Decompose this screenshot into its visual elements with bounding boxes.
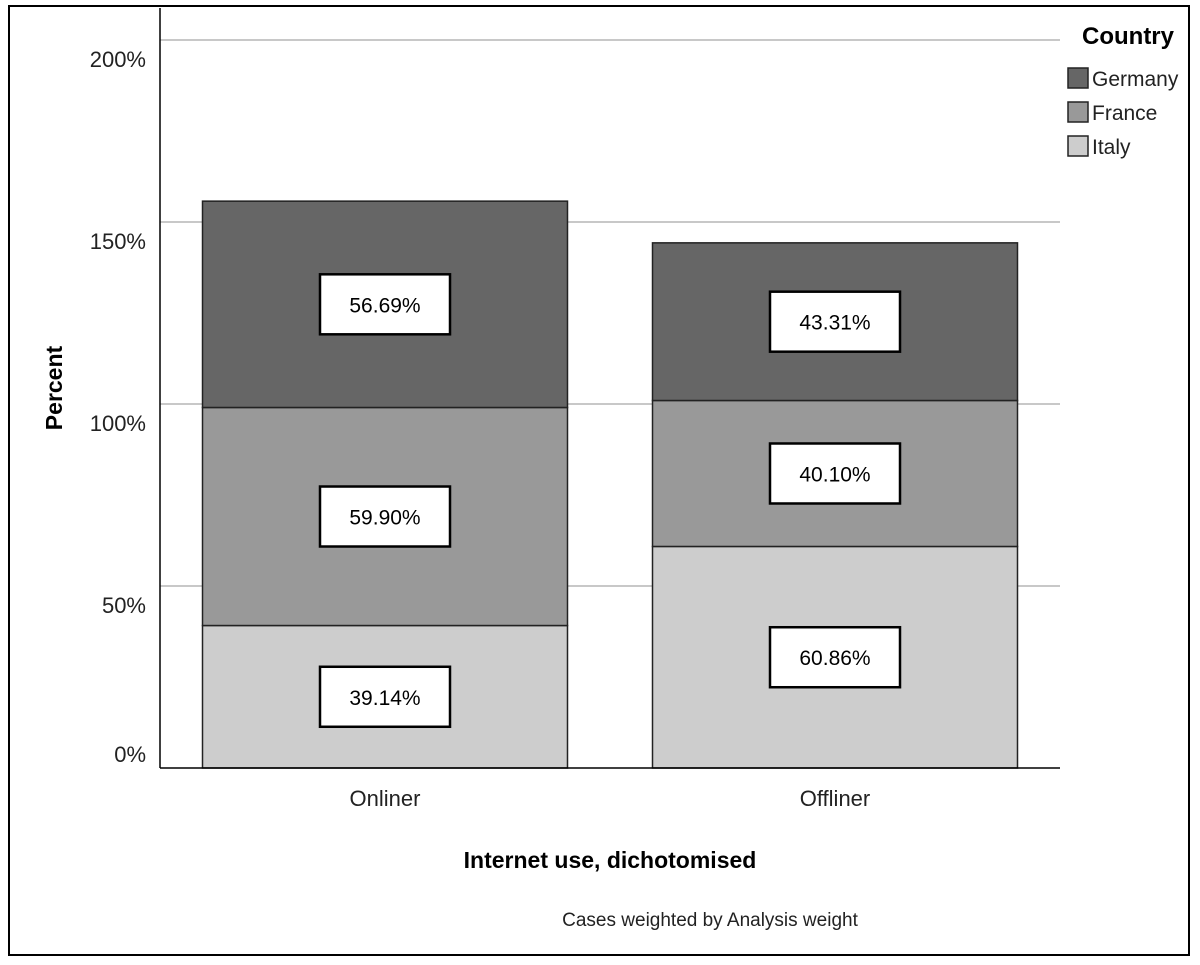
legend-title: Country [1082,23,1175,50]
data-label-box [318,485,452,548]
legend-swatch-italy [1067,135,1089,157]
legend-swatch-germany [1067,67,1089,89]
footnote: Cases weighted by Analysis weight [562,910,858,931]
data-label: 40.10% [799,463,870,486]
y-tick-label: 0% [114,742,146,767]
data-label: 60.86% [799,647,870,670]
data-label: 39.14% [349,687,420,710]
x-tick-label-offliner: Offliner [800,786,871,811]
data-label: 43.31% [799,312,870,335]
x-axis-title: Internet use, dichotomised [464,847,757,873]
data-labels: 39.14% 59.90% 56.69% 60.86% 40.10% 43.31% [318,273,902,729]
data-label-box [768,290,902,353]
legend-label-italy: Italy [1092,136,1131,159]
data-label: 56.69% [349,294,420,317]
data-label: 59.90% [349,507,420,530]
legend-label-france: France [1092,102,1157,125]
y-tick-labels: 0% 50% 100% 150% 200% [90,47,146,767]
data-label-box [768,625,902,689]
y-tick-label: 150% [90,229,146,254]
y-tick-label: 200% [90,47,146,72]
legend-label-germany: Germany [1092,68,1179,91]
data-label-box [768,442,902,505]
x-tick-labels: Onliner Offliner [350,786,871,811]
legend-swatch-france [1067,101,1089,123]
x-tick-label-onliner: Onliner [350,786,421,811]
legend: Country Germany France Italy [1067,23,1179,159]
axes [159,8,1060,769]
data-label-box [318,665,452,729]
y-tick-label: 50% [102,593,146,618]
y-axis-title: Percent [41,345,67,430]
y-tick-label: 100% [90,411,146,436]
data-label-box [318,273,452,336]
